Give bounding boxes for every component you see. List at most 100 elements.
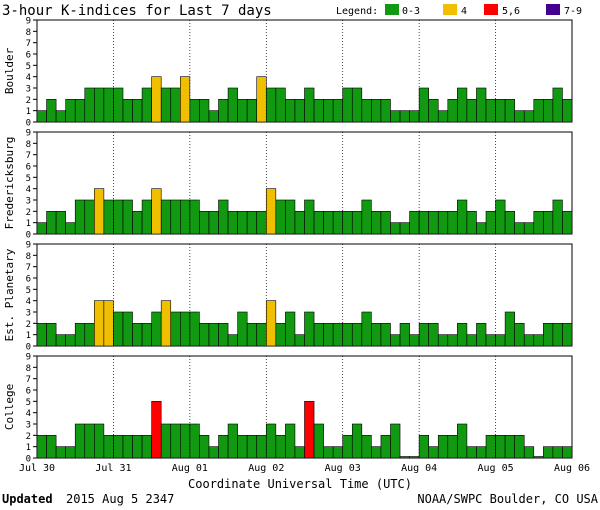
bar [160, 87, 172, 123]
bar [332, 211, 344, 235]
bar [504, 99, 515, 123]
bar [437, 435, 449, 459]
bar [485, 99, 496, 123]
bar [523, 334, 535, 347]
bar [323, 323, 334, 347]
y-tick-label: 0 [26, 343, 31, 353]
legend-swatch-green [385, 4, 399, 15]
bar [562, 446, 573, 459]
y-tick-label: 9 [26, 241, 31, 251]
bar [285, 199, 296, 235]
bar [390, 110, 401, 123]
station-label: Est. Planetary [3, 248, 16, 341]
bar [533, 334, 544, 347]
bar [189, 99, 200, 123]
bar [36, 110, 47, 123]
bar [304, 199, 315, 235]
y-tick-label: 8 [26, 28, 31, 38]
y-tick-label: 7 [26, 39, 31, 49]
y-tick-label: 9 [26, 353, 31, 363]
bar [361, 199, 372, 235]
bar [160, 300, 172, 347]
bar [514, 323, 525, 347]
bar [199, 323, 210, 347]
y-tick-label: 6 [26, 163, 31, 173]
bar [476, 87, 487, 123]
bar [447, 435, 458, 459]
bar [65, 99, 76, 123]
y-tick-label: 4 [26, 409, 31, 419]
bar [457, 199, 468, 235]
bar [180, 311, 191, 347]
y-tick-label: 3 [26, 421, 31, 431]
y-tick-label: 3 [26, 85, 31, 95]
bar [94, 300, 105, 347]
bar [237, 211, 248, 235]
bar [218, 199, 229, 235]
bar [46, 99, 57, 123]
bar [418, 435, 429, 459]
legend-label-4: 4 [461, 6, 467, 17]
bar [409, 211, 420, 235]
legend-label-5-6: 5,6 [502, 6, 520, 17]
bar [256, 76, 267, 123]
bar [399, 222, 410, 235]
bar [418, 211, 429, 235]
x-tick-label: Aug 03 [325, 463, 361, 474]
bar [428, 211, 439, 235]
bar [74, 423, 86, 459]
bar [36, 222, 47, 235]
y-tick-label: 8 [26, 140, 31, 150]
panel-0: 0 123 456 789 Boulder [3, 17, 573, 129]
bar [160, 199, 172, 235]
bar [495, 199, 506, 235]
bar [409, 110, 420, 123]
bar [485, 211, 496, 235]
bar [84, 423, 95, 459]
bar [275, 87, 286, 123]
bar [246, 99, 258, 123]
bar [227, 87, 238, 123]
y-tick-label: 4 [26, 297, 31, 307]
bar [218, 99, 229, 123]
bar [132, 211, 143, 235]
bar [342, 87, 353, 123]
bar [351, 323, 363, 347]
station-label: College [3, 384, 16, 430]
bar [55, 211, 66, 235]
bar [122, 311, 133, 347]
y-tick-label: 1 [26, 331, 31, 341]
bar [437, 334, 449, 347]
y-tick-label: 4 [26, 73, 31, 83]
y-tick-label: 2 [26, 208, 31, 218]
y-tick-label: 2 [26, 320, 31, 330]
bar [103, 300, 114, 347]
bar [361, 311, 372, 347]
bar [323, 99, 334, 123]
bar [256, 211, 267, 235]
bar [36, 323, 47, 347]
bar [180, 199, 191, 235]
bar [113, 199, 124, 235]
bar [55, 334, 66, 347]
bar [141, 199, 152, 235]
bar [409, 334, 420, 347]
bar [208, 110, 219, 123]
bar [65, 446, 76, 459]
bar [160, 423, 172, 459]
bar [199, 99, 210, 123]
bar [132, 323, 143, 347]
bar [132, 99, 143, 123]
bar [170, 311, 181, 347]
y-tick-label: 0 [26, 455, 31, 465]
bar [390, 334, 401, 347]
bar [457, 87, 468, 123]
bar [543, 323, 554, 347]
bar [122, 199, 133, 235]
bar [476, 323, 487, 347]
bar [55, 446, 66, 459]
y-tick-label: 8 [26, 252, 31, 262]
bar [543, 211, 554, 235]
bar [523, 446, 535, 459]
